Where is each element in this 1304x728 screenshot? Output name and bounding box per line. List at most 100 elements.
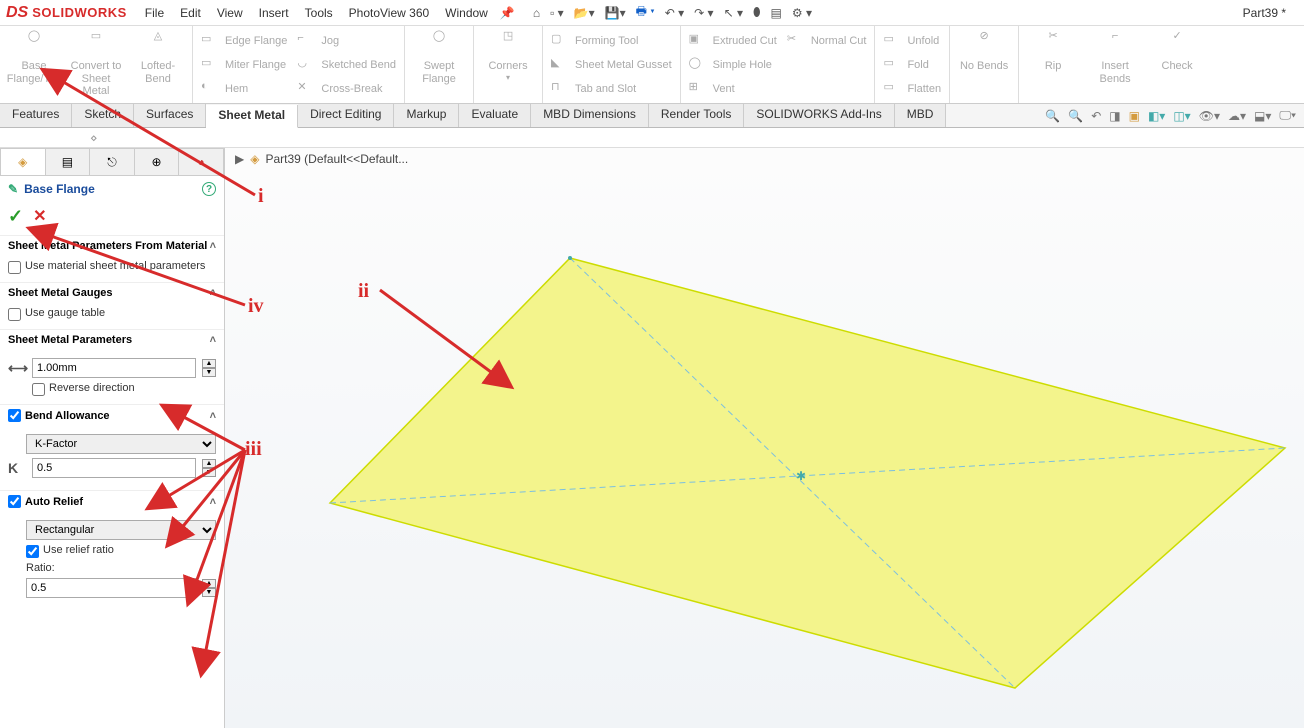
cmd-vent[interactable]: ⊞Vent xyxy=(689,78,777,100)
view-orientation-icon[interactable]: ◧▾ xyxy=(1148,109,1165,123)
cmd-jog[interactable]: ⌐Jog xyxy=(297,30,396,52)
menu-window[interactable]: Window xyxy=(445,6,488,20)
cmd-miter-flange[interactable]: ▭Miter Flange xyxy=(201,54,287,76)
zoom-fit-icon[interactable]: 🔍 xyxy=(1045,109,1060,123)
pin-icon[interactable]: 📌 xyxy=(500,6,515,20)
tab-sketch[interactable]: Sketch xyxy=(72,104,134,127)
cmd-hem[interactable]: ◐Hem xyxy=(201,78,287,100)
new-icon[interactable]: ▫ ▾ xyxy=(550,6,564,20)
tab-direct-editing[interactable]: Direct Editing xyxy=(298,104,394,127)
section-header-gauges[interactable]: Sheet Metal Gauges ˄ xyxy=(0,282,224,303)
cmd-flatten[interactable]: ▭Flatten xyxy=(883,78,941,100)
panel-tab-display-mgr[interactable]: ◕ xyxy=(179,148,224,176)
spin-down[interactable]: ▼ xyxy=(202,468,216,477)
cmd-fold[interactable]: ▭Fold xyxy=(883,54,941,76)
cmd-corners[interactable]: ◳Corners▾ xyxy=(482,30,534,82)
tab-render-tools[interactable]: Render Tools xyxy=(649,104,745,127)
tab-mbd-dimensions[interactable]: MBD Dimensions xyxy=(531,104,649,127)
tab-surfaces[interactable]: Surfaces xyxy=(134,104,206,127)
spin-up[interactable]: ▲ xyxy=(202,579,216,588)
tab-sheet-metal[interactable]: Sheet Metal xyxy=(206,105,298,128)
cmd-no-bends[interactable]: ⊘No Bends xyxy=(958,30,1010,73)
menu-photoview[interactable]: PhotoView 360 xyxy=(349,6,430,20)
spin-down[interactable]: ▼ xyxy=(202,588,216,597)
tab-features[interactable]: Features xyxy=(0,104,72,127)
panel-tab-dimxpert[interactable]: ⊕ xyxy=(135,148,180,176)
settings-icon[interactable]: ⚙ ▾ xyxy=(792,6,812,20)
open-icon[interactable]: 📂▾ xyxy=(574,6,595,20)
options-list-icon[interactable]: ▤ xyxy=(771,6,782,20)
cmd-edge-flange[interactable]: ▭Edge Flange xyxy=(201,30,287,52)
spin-up[interactable]: ▲ xyxy=(202,459,216,468)
panel-tab-config-mgr[interactable]: ⎋ xyxy=(90,148,135,176)
section-view-icon[interactable]: ◨ xyxy=(1109,109,1120,123)
menu-view[interactable]: View xyxy=(217,6,243,20)
redo-icon[interactable]: ↷ ▾ xyxy=(694,6,713,20)
property-mgr-icon: ▤ xyxy=(62,155,73,169)
view-settings-icon[interactable]: ⬓▾ xyxy=(1254,109,1271,123)
tab-mbd[interactable]: MBD xyxy=(895,104,947,127)
print-icon[interactable]: 🖶 ▾ xyxy=(636,2,655,23)
rebuild-icon[interactable]: ⬮ xyxy=(753,5,761,20)
cmd-check[interactable]: ✓Check xyxy=(1151,30,1203,73)
expand-icon[interactable]: ⋄ xyxy=(90,131,98,145)
graphics-viewport[interactable]: ▶ ◈ Part39 (Default<<Default... ✱ xyxy=(225,148,1304,728)
cmd-extruded-cut[interactable]: ▣Extruded Cut xyxy=(689,30,777,52)
menu-tools[interactable]: Tools xyxy=(305,6,333,20)
cmd-forming-tool[interactable]: ▢Forming Tool xyxy=(551,30,672,52)
panel-tab-property-mgr[interactable]: ▤ xyxy=(46,148,91,176)
chk-bend-allowance-enable[interactable] xyxy=(8,409,21,422)
bend-allowance-select[interactable]: K-Factor xyxy=(26,434,216,454)
chk-relief-ratio[interactable]: Use relief ratio xyxy=(26,544,216,558)
thickness-input[interactable] xyxy=(32,358,196,378)
help-icon[interactable]: ? xyxy=(202,182,216,196)
k-factor-input[interactable] xyxy=(32,458,196,478)
chk-material-params[interactable]: Use material sheet metal parameters xyxy=(8,260,216,274)
menu-file[interactable]: File xyxy=(145,6,164,20)
cmd-sketched-bend[interactable]: ◡Sketched Bend xyxy=(297,54,396,76)
section-header-material[interactable]: Sheet Metal Parameters From Material ˄ xyxy=(0,235,224,256)
cmd-base-flange[interactable]: ◯Base Flange/Tab xyxy=(8,30,60,85)
chk-reverse-direction[interactable]: Reverse direction xyxy=(32,382,216,396)
zoom-area-icon[interactable]: 🔍 xyxy=(1068,109,1083,123)
cmd-insert-bends[interactable]: ⌐Insert Bends xyxy=(1089,30,1141,85)
display-style-icon[interactable]: ▣ xyxy=(1129,109,1140,123)
chk-gauge-table[interactable]: Use gauge table xyxy=(8,307,216,321)
cmd-lofted-bend[interactable]: ◬Lofted-Bend xyxy=(132,30,184,85)
cmd-tab-slot[interactable]: ⊓Tab and Slot xyxy=(551,78,672,100)
spin-up[interactable]: ▲ xyxy=(202,359,216,368)
tab-addins[interactable]: SOLIDWORKS Add-Ins xyxy=(744,104,894,127)
panel-tab-feature-tree[interactable]: ◈ xyxy=(0,148,46,176)
cmd-rip[interactable]: ✂Rip xyxy=(1027,30,1079,73)
edit-appearance-icon[interactable]: 👁▾ xyxy=(1199,109,1220,123)
cmd-swept-flange[interactable]: ◯Swept Flange xyxy=(413,30,465,85)
cmd-sheet-metal-gusset[interactable]: ◣Sheet Metal Gusset xyxy=(551,54,672,76)
undo-icon[interactable]: ↶ ▾ xyxy=(665,6,684,20)
cmd-cross-break[interactable]: ✕Cross-Break xyxy=(297,78,396,100)
select-icon[interactable]: ↖ ▾ xyxy=(724,6,743,20)
section-header-relief[interactable]: Auto Relief ˄ xyxy=(0,490,224,512)
spin-down[interactable]: ▼ xyxy=(202,368,216,377)
monitor-icon[interactable]: 🖵▾ xyxy=(1279,108,1296,123)
save-icon[interactable]: 💾▾ xyxy=(605,6,626,20)
home-icon[interactable]: ⌂ xyxy=(533,6,540,20)
menu-insert[interactable]: Insert xyxy=(259,6,289,20)
cmd-convert-sheet-metal[interactable]: ▭Convert to Sheet Metal xyxy=(70,30,122,98)
menu-edit[interactable]: Edit xyxy=(180,6,201,20)
prev-view-icon[interactable]: ↶ xyxy=(1091,109,1101,123)
cancel-button[interactable]: ✕ xyxy=(33,206,46,227)
section-header-bend[interactable]: Bend Allowance ˄ xyxy=(0,404,224,426)
tab-markup[interactable]: Markup xyxy=(394,104,459,127)
tab-evaluate[interactable]: Evaluate xyxy=(459,104,531,127)
chevron-up-icon: ˄ xyxy=(210,496,216,508)
relief-type-select[interactable]: Rectangular xyxy=(26,520,216,540)
ok-button[interactable]: ✓ xyxy=(8,206,23,227)
cmd-normal-cut[interactable]: ✂Normal Cut xyxy=(787,30,867,52)
chk-auto-relief-enable[interactable] xyxy=(8,495,21,508)
section-header-params[interactable]: Sheet Metal Parameters ˄ xyxy=(0,329,224,350)
apply-scene-icon[interactable]: ☁▾ xyxy=(1228,109,1246,123)
hide-show-icon[interactable]: ◫▾ xyxy=(1173,109,1190,123)
ratio-input[interactable] xyxy=(26,578,196,598)
cmd-unfold[interactable]: ▭Unfold xyxy=(883,30,941,52)
cmd-simple-hole[interactable]: ◯Simple Hole xyxy=(689,54,777,76)
